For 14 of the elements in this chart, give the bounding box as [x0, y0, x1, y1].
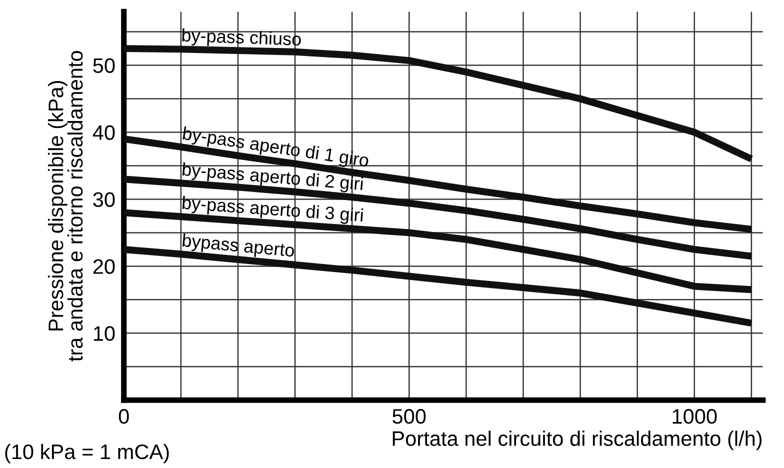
y-tick-label: 20: [93, 259, 115, 274]
y-tick-label: 50: [93, 58, 115, 74]
y-tick-label: 30: [93, 192, 115, 207]
y-tick-label: 40: [92, 125, 115, 140]
x-tick-label: 500: [392, 409, 426, 424]
annotation: by-pass chiuso: [182, 28, 302, 50]
x-axis-title: Portata nel circuito di riscaldamento (l/h): [392, 430, 762, 450]
text: (10 kPa = 1 mCA): [5, 444, 169, 464]
x-tick-label: 0: [118, 409, 129, 424]
annotation: bypass aperto: [182, 233, 295, 261]
annotation: by-pass aperto di 3 giri: [182, 196, 364, 226]
x-tick-label: 1000: [672, 409, 717, 424]
y-tick-label: 10: [94, 326, 115, 341]
y-axis-title: Pressione disponibile (kPa) tra andata e ritorno riscaldamento: [48, 51, 83, 362]
